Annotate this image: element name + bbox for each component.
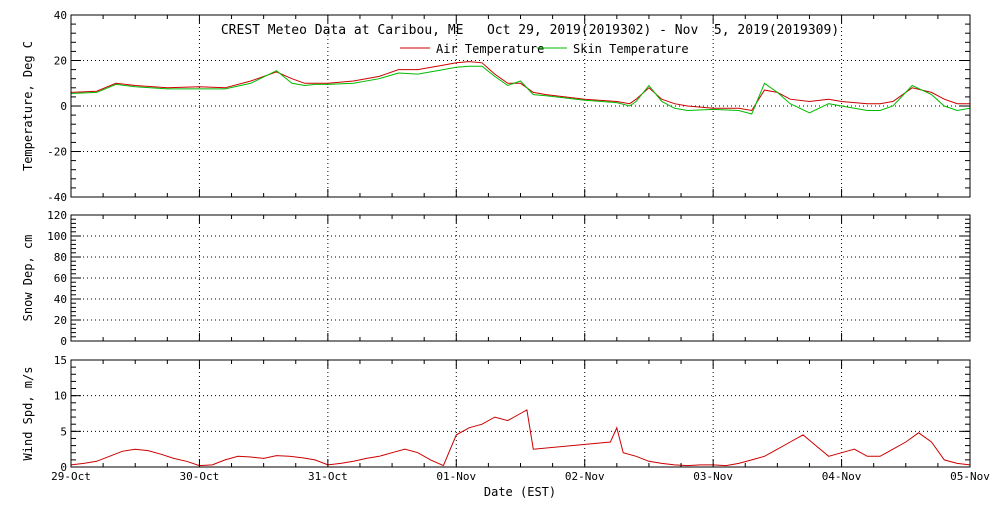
- x-tick-label: 30-Oct: [180, 470, 220, 483]
- y-tick-label: 10: [54, 390, 67, 403]
- y-tick-label: 5: [60, 425, 67, 438]
- x-tick-label: 03-Nov: [693, 470, 733, 483]
- y-tick-label: 120: [47, 209, 67, 222]
- series-line-1: [70, 409, 971, 467]
- x-tick-label: 31-Oct: [308, 470, 348, 483]
- series-line-2: [70, 65, 971, 115]
- x-axis-title: Date (EST): [484, 485, 556, 499]
- x-tick-label: 05-Nov: [950, 470, 990, 483]
- y-tick-label: 60: [54, 272, 67, 285]
- y-tick-label: 20: [54, 314, 67, 327]
- y-tick-label: 0: [60, 335, 67, 348]
- panel-2: 0 20 40 60 80 100 120 Snow Dep, cm: [21, 209, 971, 348]
- y-tick-label: 40: [54, 9, 67, 22]
- y-axis-title: Wind Spd, m/s: [21, 367, 35, 461]
- panel-3: 0 5 10 15 Wind Spd, m/s: [21, 354, 971, 474]
- y-tick-label: 80: [54, 251, 67, 264]
- x-tick-label: 04-Nov: [822, 470, 862, 483]
- chart-title: CREST Meteo Data at Caribou, ME Oct 29, …: [221, 23, 839, 38]
- y-tick-label: 0: [60, 100, 67, 113]
- y-tick-label: 0: [60, 461, 67, 474]
- y-axis-title: Snow Dep, cm: [21, 235, 35, 322]
- y-tick-label: -20: [47, 146, 67, 159]
- y-tick-label: 40: [54, 293, 67, 306]
- legend-label-2: Skin Temperature: [573, 42, 689, 56]
- legend-label-1: Air Temperature: [436, 42, 544, 56]
- series-line-1: [70, 61, 970, 112]
- y-tick-label: 20: [54, 55, 67, 68]
- x-tick-label: 01-Nov: [436, 470, 476, 483]
- x-tick-label: 29-Oct: [51, 470, 91, 483]
- panel-1: -40 -20 0 20 40 Temperature, Deg C Air Tempera…: [21, 9, 971, 204]
- y-axis-title: Temperature, Deg C: [21, 41, 35, 171]
- y-tick-label: 100: [47, 230, 67, 243]
- y-tick-label: 15: [54, 354, 67, 367]
- legend: Air Temperature Skin Temperature: [400, 42, 689, 56]
- x-tick-label: 02-Nov: [565, 470, 605, 483]
- y-tick-label: -40: [47, 191, 67, 204]
